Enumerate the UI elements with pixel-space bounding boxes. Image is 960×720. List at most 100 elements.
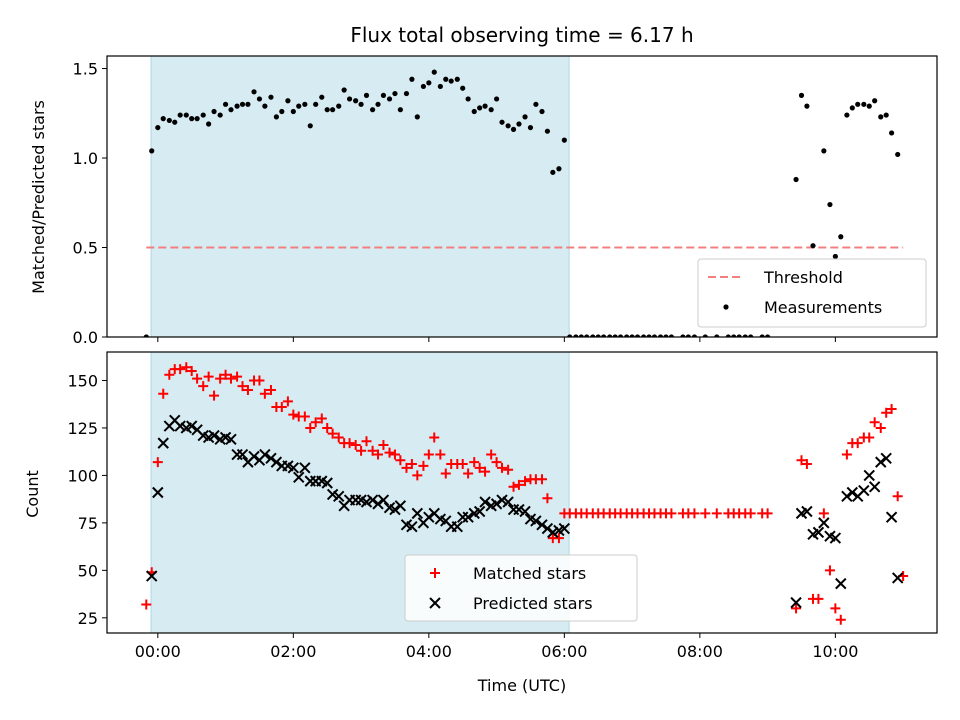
measurement-point: [431, 69, 437, 75]
predicted-star-point: [225, 433, 237, 446]
matched-star-point: [536, 474, 547, 485]
matched-star-point: [288, 409, 299, 420]
measurement-point: [251, 89, 257, 95]
measurement-point: [533, 101, 539, 107]
measurement-point: [539, 108, 545, 115]
legend-measurement-label: Measurements: [764, 298, 882, 317]
measurement-point: [160, 116, 166, 122]
predicted-star-point: [185, 420, 198, 432]
measurement-point: [392, 90, 398, 97]
predicted-star-point: [835, 577, 847, 590]
measurement-point: [330, 107, 336, 113]
matched-star-point: [152, 457, 163, 468]
measurement-point: [370, 107, 376, 113]
measurement-point: [217, 112, 223, 118]
measurement-point: [256, 96, 263, 102]
matched-star-point: [310, 417, 321, 428]
measurement-point: [668, 334, 674, 337]
matched-star-point: [429, 432, 440, 443]
matched-star-point: [367, 445, 378, 456]
matched-star-point: [265, 384, 276, 395]
matched-star-point: [242, 384, 253, 395]
measurement-point: [714, 334, 720, 337]
matched-star-point: [333, 432, 344, 443]
measurement-point: [155, 124, 161, 131]
measurement-point: [499, 119, 505, 125]
matched-star-point: [186, 365, 197, 376]
measurement-point: [731, 334, 737, 337]
measurement-point: [573, 334, 579, 337]
measurement-point: [832, 253, 838, 260]
matched-star-point: [192, 373, 203, 384]
matched-star-point: [254, 375, 265, 386]
predicted-star-point: [287, 462, 300, 474]
y-tick-label: 150: [67, 371, 98, 390]
y-tick-label: 0.5: [73, 239, 98, 258]
measurement-point: [765, 334, 771, 337]
measurement-point: [358, 101, 364, 107]
predicted-star-point: [812, 526, 825, 539]
measurement-point: [544, 128, 551, 134]
x-tick-label: 10:00: [812, 642, 858, 661]
measurement-point: [793, 176, 799, 183]
measurement-point: [454, 76, 460, 82]
measurement-point: [861, 101, 867, 107]
measurement-point: [460, 85, 466, 91]
measurement-point: [624, 334, 630, 337]
predicted-star-point: [880, 452, 892, 465]
predicted-star-point: [858, 484, 870, 497]
predicted-star-point: [462, 511, 474, 523]
matched-star-point: [762, 508, 773, 519]
predicted-star-point: [146, 570, 158, 582]
predicted-star-point: [863, 469, 875, 482]
matched-star-point: [835, 614, 846, 625]
measurement-point: [844, 112, 850, 118]
matched-star-point: [892, 491, 903, 502]
matched-star-point: [384, 447, 395, 458]
predicted-star-point: [248, 450, 260, 463]
matched-star-point: [282, 396, 293, 407]
matched-star-point: [181, 362, 192, 373]
y-tick-label: 1.5: [73, 60, 98, 79]
matched-star-point: [203, 371, 214, 382]
measurement-point: [443, 76, 449, 82]
measurement-point: [397, 107, 403, 113]
predicted-star-point: [389, 503, 401, 516]
measurement-point: [748, 334, 754, 337]
measurement-point: [505, 123, 511, 129]
measurement-point: [590, 334, 596, 337]
predicted-star-point: [790, 596, 802, 609]
matched-star-point: [852, 438, 863, 449]
measurement-point: [617, 334, 624, 337]
bottom-panel: Count 25 50 75 100 125 150 00:00 02:00 04:00 06:0…: [23, 351, 938, 661]
predicted-star-point: [236, 448, 249, 461]
measurement-point: [386, 96, 393, 102]
measurement-point: [149, 148, 155, 154]
matched-star-point: [373, 449, 384, 460]
matched-star-point: [356, 445, 367, 456]
predicted-star-point: [829, 532, 842, 544]
matched-star-point: [350, 440, 361, 451]
matched-star-point: [378, 440, 389, 451]
predicted-star-point: [451, 520, 464, 533]
data-points: [141, 362, 909, 625]
matched-star-point: [875, 422, 886, 433]
legend-threshold-label: Threshold: [763, 268, 843, 287]
matched-star-point: [869, 417, 880, 428]
y-tick-label: 75: [78, 514, 98, 533]
matched-star-point: [220, 369, 231, 380]
measurement-point: [375, 101, 381, 107]
measurement-point: [222, 101, 229, 107]
matched-star-point: [700, 508, 711, 519]
measurement-point: [584, 334, 590, 337]
legend-predicted-swatch: [429, 597, 441, 609]
matched-star-point: [322, 422, 333, 433]
axes-frame: [106, 351, 938, 634]
matched-star-point: [215, 373, 226, 384]
matched-star-point: [864, 432, 875, 443]
measurement-point: [234, 103, 240, 109]
x-tick-label: 00:00: [135, 642, 181, 661]
matched-star-point: [553, 533, 564, 544]
measurement-point: [465, 96, 471, 102]
